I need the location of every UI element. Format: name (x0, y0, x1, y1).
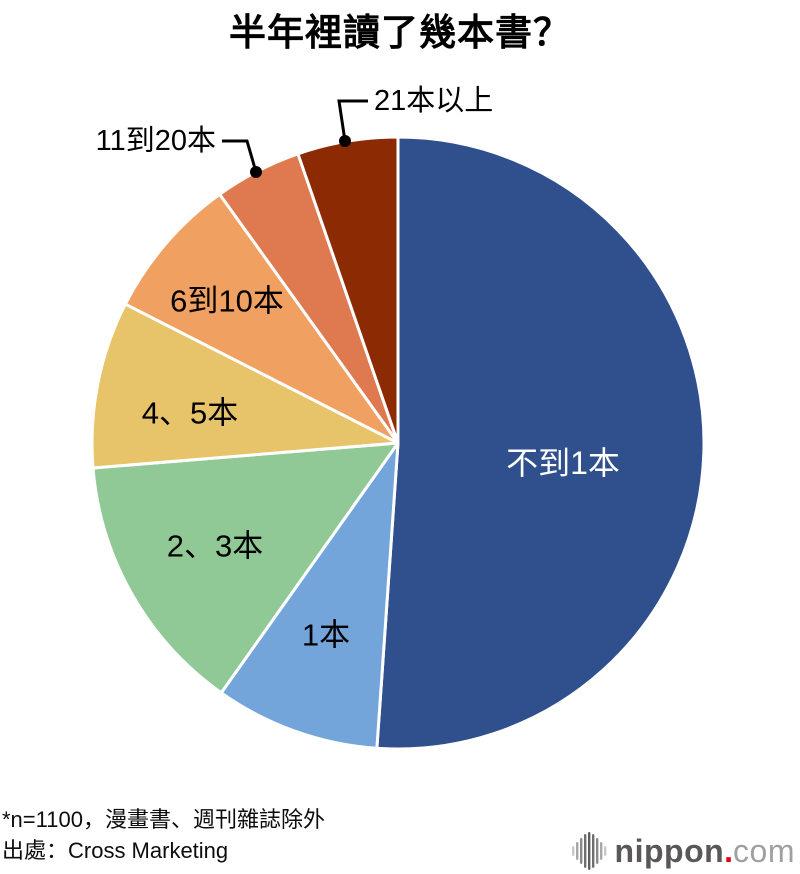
leader-dot-6 (339, 135, 351, 147)
nippon-com-logo: nippon.com (571, 831, 795, 871)
slice-label-5: 11到20本 (96, 124, 216, 157)
slice-label-0: 不到1本 (506, 445, 620, 481)
slice-label-3: 4、5本 (142, 396, 238, 431)
pie-slice-0 (375, 135, 706, 751)
slice-label-6: 21本以上 (374, 84, 493, 117)
slice-label-2: 2、3本 (167, 529, 263, 564)
pie-slice-3 (90, 302, 400, 470)
pie-slice-4 (123, 192, 400, 445)
slice-label-4: 6到10本 (170, 284, 284, 319)
soundwave-bars-icon (571, 832, 606, 870)
leader-dot-5 (250, 166, 262, 178)
pie-slice-2 (91, 441, 400, 695)
slice-label-1: 1本 (302, 618, 350, 653)
footnote-sample-size: *n=1100，漫畫書、週刊雜誌除外 (2, 807, 325, 832)
logo-com-text: com (733, 833, 795, 869)
logo-wordmark: nippon.com (615, 833, 795, 869)
footnote: *n=1100，漫畫書、週刊雜誌除外 出處：Cross Marketing (2, 804, 325, 866)
leader-line-6 (337, 99, 368, 142)
leader-line-5 (222, 139, 258, 173)
pie-slice-1 (219, 441, 400, 750)
logo-dot-text: . (724, 833, 734, 869)
logo-nippon-text: nippon (614, 833, 725, 869)
chart-title: 半年裡讀了幾本書？ (229, 12, 571, 53)
footnote-source: 出處：Cross Marketing (2, 838, 229, 863)
